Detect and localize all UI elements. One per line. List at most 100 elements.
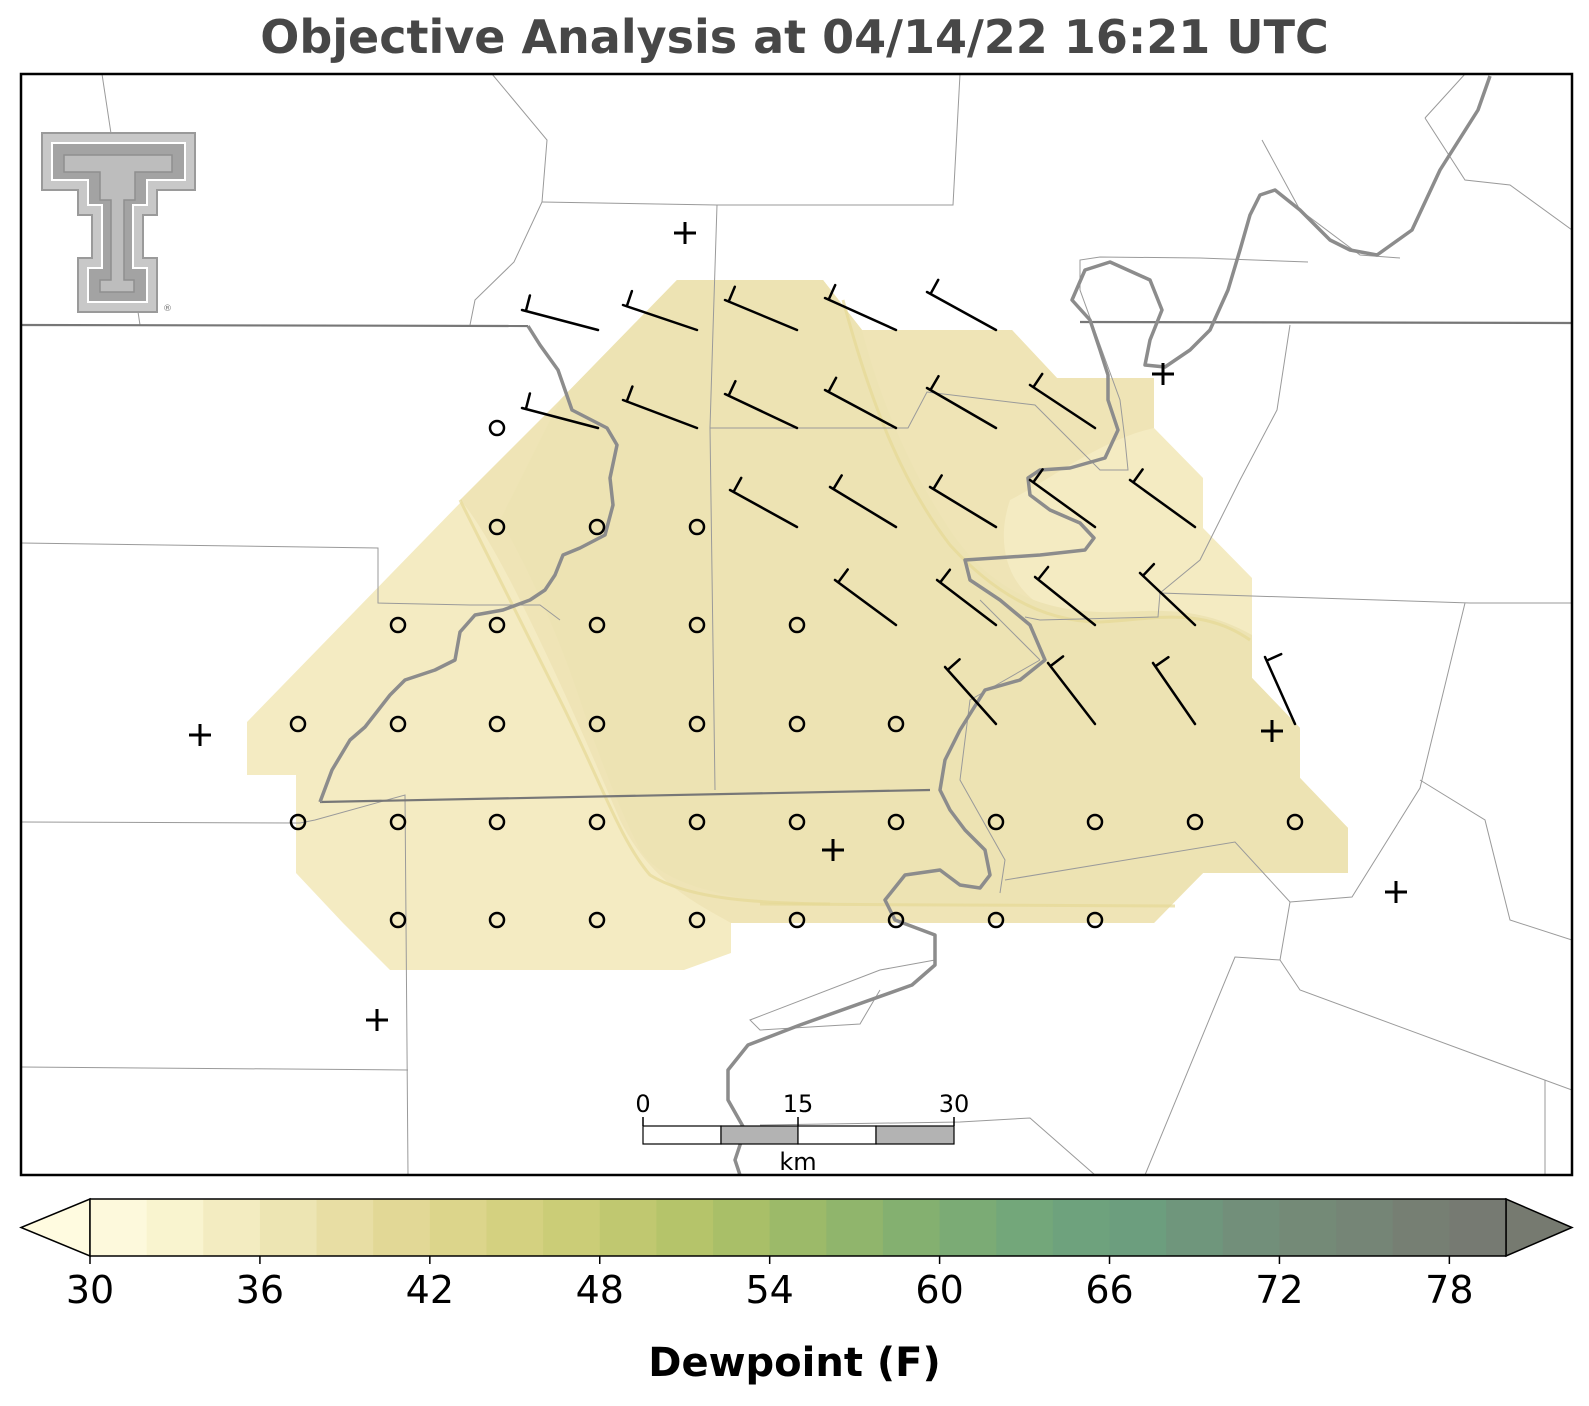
plus-marker xyxy=(822,839,844,861)
county-line xyxy=(759,1117,1096,1175)
calm-wind-circle xyxy=(588,813,606,831)
calm-wind-circle xyxy=(1286,813,1304,831)
colorbar-swatch xyxy=(1109,1199,1167,1256)
county-line xyxy=(1424,117,1572,231)
colorbar-swatch xyxy=(599,1199,657,1256)
calm-wind-circle xyxy=(788,616,806,634)
state-line-north-east xyxy=(1079,320,1572,325)
plus-marker xyxy=(674,222,696,244)
calm-wind-circle xyxy=(788,813,806,831)
map-frame xyxy=(19,72,1574,1177)
plus-marker xyxy=(1385,881,1407,903)
wind-barb xyxy=(1028,468,1097,529)
calm-wind-circle xyxy=(688,518,706,536)
calm-wind-circle xyxy=(488,419,506,437)
scale-label-0: 0 xyxy=(635,1090,650,1118)
river-west xyxy=(318,325,619,803)
colorbar-swatch xyxy=(1279,1199,1337,1256)
calm-wind-circle xyxy=(289,715,307,733)
colorbar-swatch xyxy=(486,1199,544,1256)
colorbar-tick-label: 66 xyxy=(1085,1268,1133,1312)
scale-segment-4 xyxy=(875,1125,955,1145)
wind-barb xyxy=(621,289,699,332)
scale-bar: 0 15 30 km xyxy=(635,1090,970,1176)
calm-wind-circle xyxy=(488,715,506,733)
colorbar-tick-label: 36 xyxy=(236,1268,284,1312)
colorbar-swatch xyxy=(259,1199,318,1256)
county-line xyxy=(541,74,961,206)
logo-registered-mark: ® xyxy=(163,304,172,314)
colorbar-swatch xyxy=(996,1199,1054,1256)
plus-marker xyxy=(1261,720,1283,742)
colorbar-tick-label: 42 xyxy=(406,1268,454,1312)
shade-region-inner xyxy=(500,280,1348,906)
state-boundaries xyxy=(21,320,1572,804)
colorbar-swatch xyxy=(1052,1199,1111,1256)
calm-wind-circle xyxy=(887,715,905,733)
wind-barb xyxy=(1128,468,1197,529)
calm-wind-circle xyxy=(289,813,307,831)
scale-label-30: 30 xyxy=(939,1090,970,1118)
colorbar-swatch xyxy=(146,1199,204,1256)
colorbar-swatch xyxy=(429,1199,488,1256)
county-line xyxy=(469,74,548,326)
colorbar-swatch xyxy=(656,1199,714,1256)
scale-label-15: 15 xyxy=(783,1090,814,1118)
county-line xyxy=(21,1066,409,1071)
colorbar-swatch xyxy=(90,1199,148,1256)
calm-wind-circle xyxy=(688,911,706,929)
colorbar-swatch xyxy=(826,1199,884,1256)
colorbar-tick-label: 72 xyxy=(1255,1268,1303,1312)
calm-wind-circles xyxy=(289,419,1304,929)
calm-wind-circle xyxy=(688,715,706,733)
calm-wind-circle xyxy=(389,715,407,733)
colorbar-swatch xyxy=(939,1199,997,1256)
county-line xyxy=(21,542,561,621)
colorbar-swatch xyxy=(373,1199,431,1256)
wind-barb xyxy=(728,476,799,529)
colorbar-swatch xyxy=(316,1199,374,1256)
wind-barb xyxy=(823,283,898,332)
wind-barb xyxy=(1151,655,1197,726)
wind-barb xyxy=(520,392,600,430)
calm-wind-circle xyxy=(887,813,905,831)
calm-wind-circle xyxy=(389,911,407,929)
county-line xyxy=(979,599,1041,661)
contour-line-3 xyxy=(759,902,1176,908)
scale-segment-3 xyxy=(797,1125,877,1145)
calm-wind-circle xyxy=(987,813,1005,831)
calm-wind-circle xyxy=(488,518,506,536)
scale-ticks xyxy=(642,1117,955,1126)
colorbar-under-arrow xyxy=(19,1197,91,1258)
county-line xyxy=(1024,592,1161,621)
wind-barb xyxy=(925,278,998,332)
wind-barb xyxy=(1046,655,1097,726)
county-line xyxy=(1158,324,1572,604)
calm-wind-circle xyxy=(389,616,407,634)
county-line xyxy=(1424,74,1466,119)
colorbar-swatch xyxy=(1336,1199,1394,1256)
contour-line-1 xyxy=(458,499,831,906)
county-line xyxy=(749,959,936,1031)
county-line xyxy=(1004,602,1466,903)
county-line xyxy=(1419,779,1572,941)
plus-marker xyxy=(366,1009,388,1031)
state-line-south xyxy=(319,788,931,804)
calm-wind-circle xyxy=(1086,911,1104,929)
station-plus-markers xyxy=(189,222,1407,1031)
colorbar-swatch xyxy=(1449,1199,1507,1256)
colorbar-swatch xyxy=(713,1199,771,1256)
scale-unit: km xyxy=(779,1148,816,1176)
county-line xyxy=(710,256,1309,471)
colorbar-tick-label: 48 xyxy=(576,1268,624,1312)
wind-barb xyxy=(833,568,898,627)
calm-wind-circle xyxy=(588,616,606,634)
calm-wind-circle xyxy=(987,911,1005,929)
texas-tech-logo: ® xyxy=(41,132,196,314)
scale-segment-1 xyxy=(642,1125,722,1145)
colorbar-swatch xyxy=(1166,1199,1224,1256)
wind-barb xyxy=(928,474,998,529)
county-line xyxy=(1261,139,1401,259)
calm-wind-circle xyxy=(389,813,407,831)
